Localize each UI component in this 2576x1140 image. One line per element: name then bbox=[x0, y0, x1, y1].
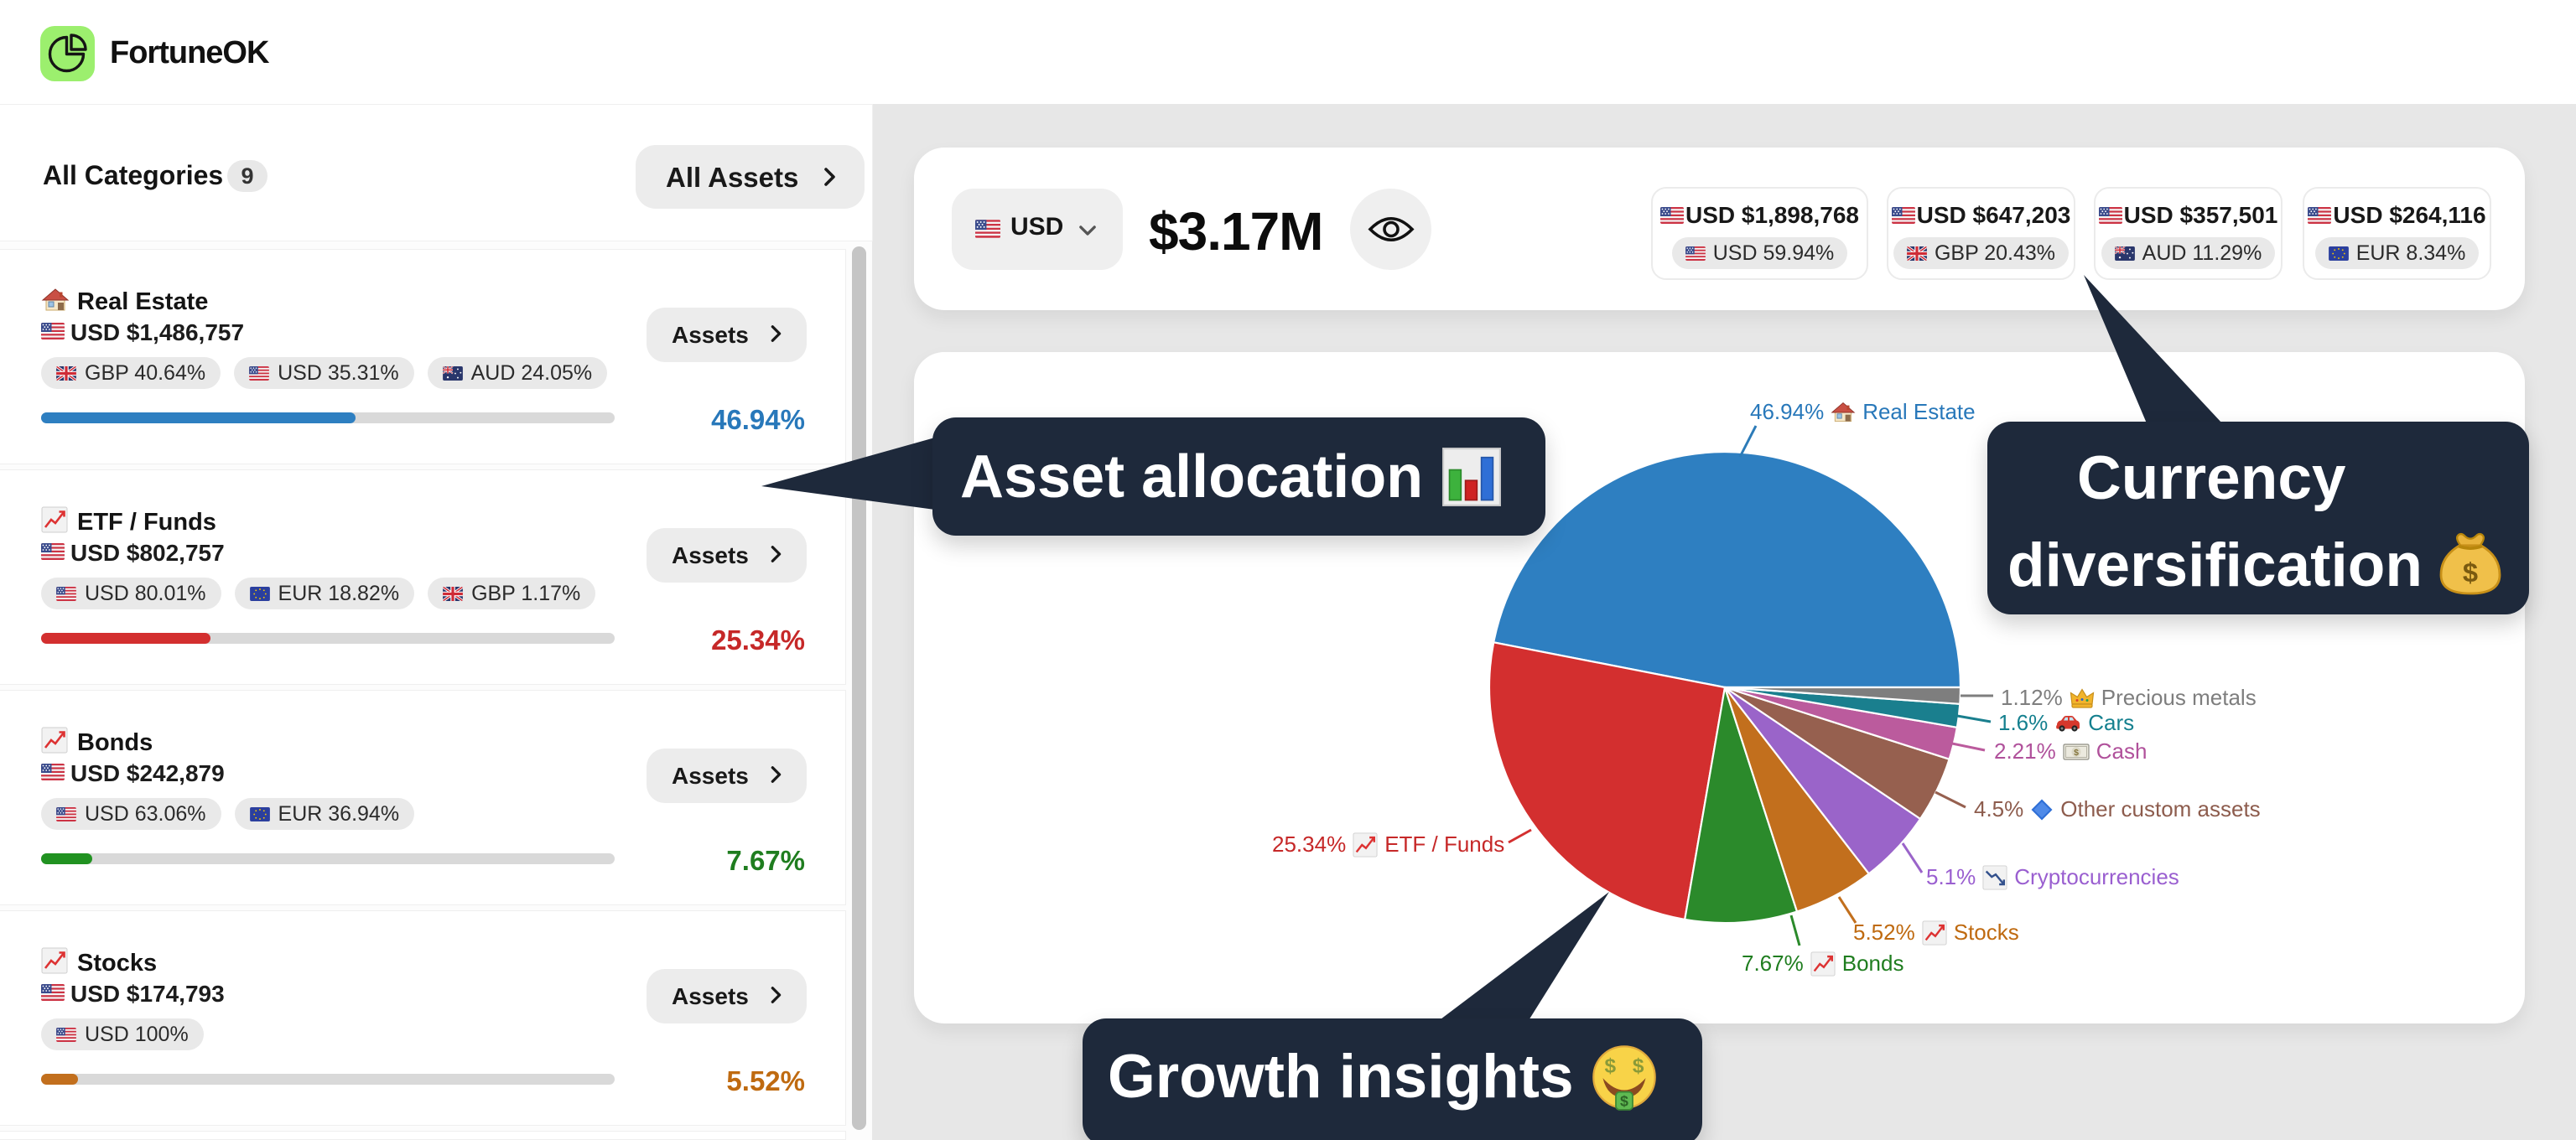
svg-text:$: $ bbox=[1604, 1054, 1616, 1077]
svg-text:$: $ bbox=[1620, 1092, 1628, 1109]
svg-text:$: $ bbox=[2074, 747, 2079, 757]
svg-text:$: $ bbox=[1632, 1054, 1644, 1077]
svg-text:$: $ bbox=[2463, 557, 2478, 588]
